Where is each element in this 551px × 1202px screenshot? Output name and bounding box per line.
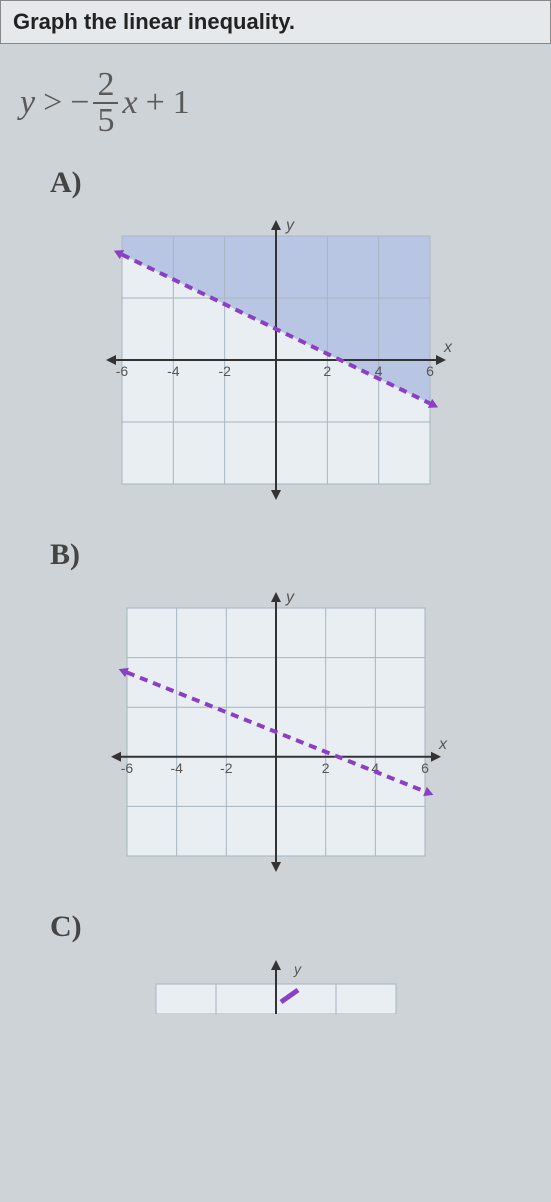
option-a-graph: -6-4-2246xy bbox=[96, 210, 456, 510]
option-a-label: A) bbox=[0, 148, 551, 206]
svg-text:-6: -6 bbox=[120, 760, 133, 776]
eq-neg: − bbox=[70, 84, 89, 122]
svg-text:x: x bbox=[443, 339, 453, 356]
svg-text:-2: -2 bbox=[220, 760, 233, 776]
svg-text:y: y bbox=[285, 589, 295, 606]
option-c-graph-partial: y bbox=[126, 954, 426, 1014]
inequality-equation: y > − 2 5 x + 1 bbox=[0, 44, 551, 148]
eq-frac-den: 5 bbox=[93, 104, 118, 138]
option-b-graph-wrap: -6-4-2246xy bbox=[0, 578, 551, 892]
svg-text:-4: -4 bbox=[170, 760, 183, 776]
svg-text:2: 2 bbox=[321, 760, 329, 776]
eq-lhs: y bbox=[20, 84, 35, 122]
page-title: Graph the linear inequality. bbox=[0, 0, 551, 44]
option-b-label: B) bbox=[0, 520, 551, 578]
svg-text:6: 6 bbox=[421, 760, 429, 776]
option-a-graph-wrap: -6-4-2246xy bbox=[0, 206, 551, 520]
header-text: Graph the linear inequality. bbox=[13, 9, 295, 34]
eq-var: x bbox=[122, 84, 137, 122]
option-c-label: C) bbox=[0, 892, 551, 950]
eq-fraction: 2 5 bbox=[93, 68, 118, 138]
svg-text:y: y bbox=[293, 961, 302, 977]
eq-plus: + bbox=[146, 84, 165, 122]
svg-text:2: 2 bbox=[323, 363, 331, 379]
eq-frac-num: 2 bbox=[93, 68, 118, 104]
option-c-graph-wrap: y bbox=[0, 950, 551, 1014]
option-b-graph: -6-4-2246xy bbox=[101, 582, 451, 882]
svg-text:-4: -4 bbox=[167, 363, 180, 379]
eq-op: > bbox=[43, 84, 62, 122]
svg-text:6: 6 bbox=[426, 363, 434, 379]
eq-const: 1 bbox=[173, 84, 190, 122]
svg-text:-2: -2 bbox=[218, 363, 231, 379]
svg-text:y: y bbox=[285, 217, 295, 234]
svg-text:x: x bbox=[438, 736, 448, 753]
svg-text:-6: -6 bbox=[115, 363, 128, 379]
